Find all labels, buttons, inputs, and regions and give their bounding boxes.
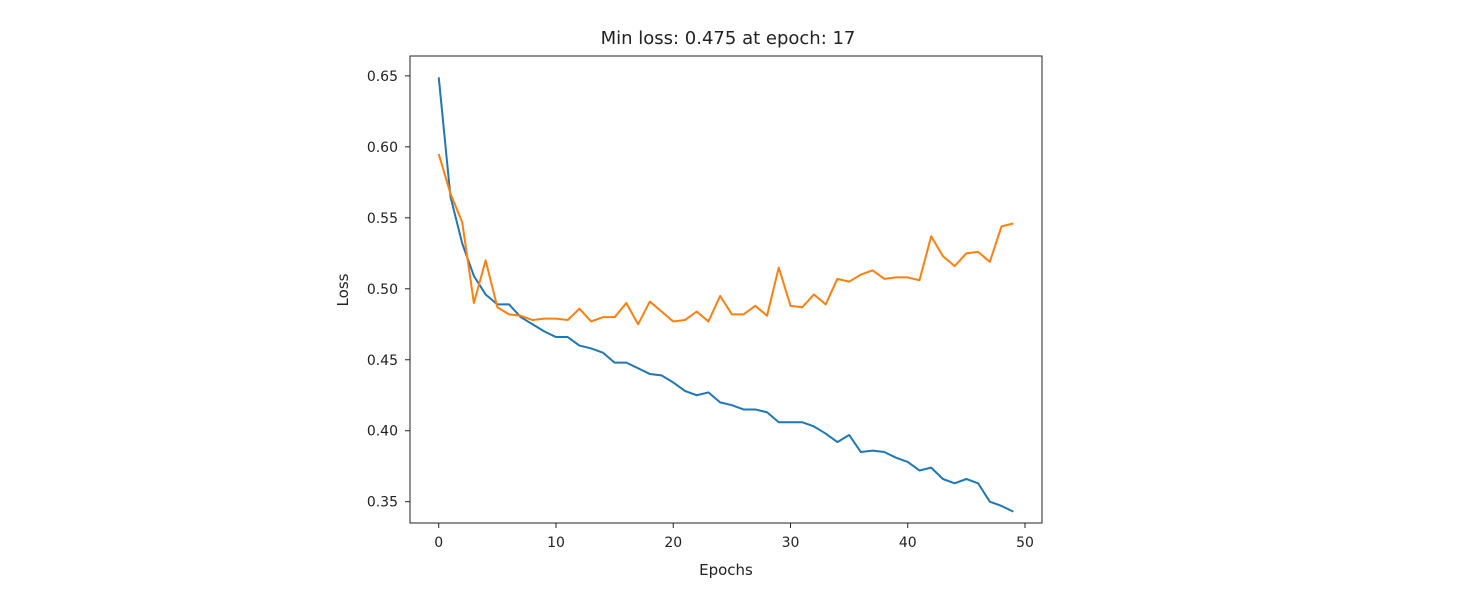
y-tick-label: 0.35 xyxy=(367,495,398,511)
series-line-1 xyxy=(437,77,1014,513)
y-tick-label: 0.40 xyxy=(367,424,398,440)
plot-area-frame xyxy=(409,55,1043,524)
x-tick-label: 10 xyxy=(547,535,565,551)
y-axis-label: Loss xyxy=(334,273,352,306)
chart-title: Min loss: 0.475 at epoch: 17 xyxy=(601,28,856,49)
x-axis-ticks: 0 10 20 30 40 50 xyxy=(434,523,1034,551)
x-tick-label: 20 xyxy=(664,535,682,551)
y-tick-label: 0.65 xyxy=(367,69,398,85)
series-layer xyxy=(437,77,1014,513)
x-tick-label: 40 xyxy=(899,535,917,551)
y-tick-label: 0.60 xyxy=(367,140,398,156)
y-axis-ticks: 0.35 0.40 0.45 0.50 0.55 0.60 0.65 xyxy=(367,69,410,511)
series-line-2 xyxy=(437,153,1014,326)
x-tick-label: 50 xyxy=(1016,535,1034,551)
y-tick-label: 0.50 xyxy=(367,282,398,298)
y-tick-label: 0.55 xyxy=(367,211,398,227)
x-tick-label: 30 xyxy=(782,535,800,551)
x-tick-label: 0 xyxy=(434,535,443,551)
x-axis-label: Epochs xyxy=(699,561,753,579)
y-tick-label: 0.45 xyxy=(367,353,398,369)
